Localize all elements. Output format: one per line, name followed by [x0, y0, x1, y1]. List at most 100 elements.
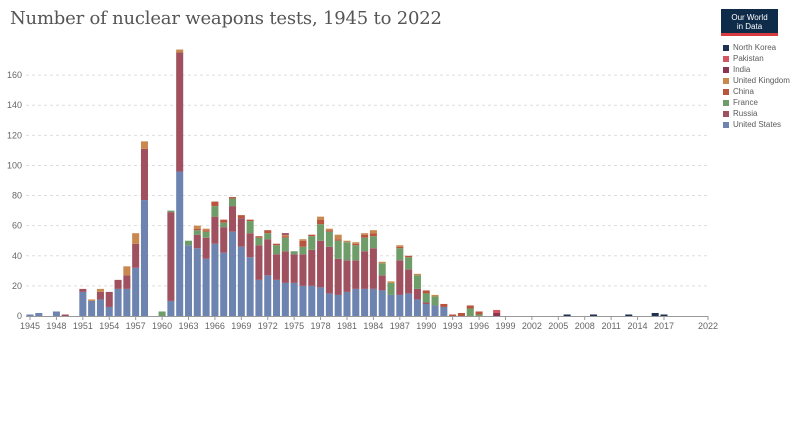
bar-segment[interactable] [273, 243, 281, 246]
bar-segment[interactable] [246, 257, 254, 316]
bar-segment[interactable] [176, 49, 184, 53]
bar-segment[interactable] [193, 228, 201, 231]
bar-segment[interactable] [369, 230, 377, 234]
bar-segment[interactable] [255, 237, 263, 246]
bar-segment[interactable] [114, 288, 122, 316]
bar-segment[interactable] [246, 221, 254, 234]
bar-segment[interactable] [26, 314, 34, 316]
bar-segment[interactable] [290, 254, 298, 283]
bar-segment[interactable] [405, 255, 413, 258]
bar-segment[interactable] [114, 279, 122, 289]
bar-segment[interactable] [281, 237, 289, 252]
bar-segment[interactable] [308, 234, 316, 237]
bar-segment[interactable] [396, 260, 404, 295]
bar-segment[interactable] [290, 282, 298, 316]
bar-segment[interactable] [308, 236, 316, 250]
bar-segment[interactable] [361, 234, 369, 238]
bar-segment[interactable] [308, 285, 316, 316]
bar-segment[interactable] [281, 233, 289, 235]
bar-segment[interactable] [343, 291, 351, 316]
bar-segment[interactable] [369, 233, 377, 237]
bar-segment[interactable] [405, 293, 413, 316]
bar-segment[interactable] [378, 261, 386, 264]
bar-segment[interactable] [123, 288, 131, 316]
bar-segment[interactable] [413, 273, 421, 276]
bar-segment[interactable] [140, 141, 148, 149]
bar-segment[interactable] [343, 260, 351, 292]
bar-segment[interactable] [228, 197, 237, 199]
bar-segment[interactable] [361, 251, 369, 289]
bar-segment[interactable] [167, 300, 175, 316]
bar-segment[interactable] [413, 288, 421, 300]
bar-segment[interactable] [281, 282, 289, 316]
bar-segment[interactable] [96, 288, 104, 292]
bar-segment[interactable] [431, 296, 439, 306]
bar-segment[interactable] [96, 299, 104, 316]
bar-segment[interactable] [264, 239, 272, 276]
bar-segment[interactable] [651, 312, 659, 316]
bar-segment[interactable] [493, 312, 501, 316]
bar-segment[interactable] [361, 233, 369, 235]
bar-segment[interactable] [88, 299, 96, 301]
bar-segment[interactable] [220, 219, 228, 223]
bar-segment[interactable] [334, 234, 342, 240]
bar-segment[interactable] [325, 231, 333, 247]
bar-segment[interactable] [167, 210, 175, 213]
bar-segment[interactable] [396, 294, 404, 316]
bar-segment[interactable] [299, 239, 307, 241]
bar-segment[interactable] [325, 230, 333, 232]
bar-segment[interactable] [202, 230, 210, 232]
bar-segment[interactable] [352, 288, 360, 316]
bar-segment[interactable] [308, 249, 316, 286]
bar-segment[interactable] [299, 240, 307, 247]
bar-segment[interactable] [211, 243, 219, 316]
bar-segment[interactable] [96, 291, 104, 300]
bar-segment[interactable] [660, 314, 668, 316]
bar-segment[interactable] [79, 288, 87, 292]
bar-segment[interactable] [281, 251, 289, 283]
bar-segment[interactable] [475, 314, 483, 316]
bar-segment[interactable] [273, 245, 281, 255]
legend-item[interactable]: India [723, 64, 790, 75]
bar-segment[interactable] [246, 233, 254, 258]
bar-segment[interactable] [202, 231, 210, 238]
bar-segment[interactable] [413, 299, 421, 316]
bar-segment[interactable] [184, 240, 193, 246]
bar-segment[interactable] [378, 275, 386, 291]
bar-segment[interactable] [422, 290, 430, 294]
bar-segment[interactable] [79, 291, 87, 316]
bar-segment[interactable] [422, 293, 430, 303]
bar-segment[interactable] [193, 230, 201, 235]
legend-item[interactable]: Russia [723, 108, 790, 119]
bar-segment[interactable] [325, 228, 333, 231]
bar-segment[interactable] [105, 291, 113, 307]
bar-segment[interactable] [590, 314, 598, 316]
bar-segment[interactable] [220, 252, 228, 316]
bar-segment[interactable] [440, 306, 448, 316]
bar-segment[interactable] [193, 248, 201, 316]
bar-segment[interactable] [334, 294, 342, 316]
bar-segment[interactable] [237, 215, 245, 219]
bar-segment[interactable] [123, 266, 131, 276]
bar-segment[interactable] [273, 279, 281, 316]
bar-segment[interactable] [123, 275, 131, 289]
bar-segment[interactable] [493, 309, 501, 313]
bar-segment[interactable] [158, 311, 166, 316]
bar-segment[interactable] [281, 236, 289, 238]
bar-segment[interactable] [387, 294, 395, 316]
bar-segment[interactable] [369, 288, 377, 316]
bar-segment[interactable] [317, 219, 325, 225]
bar-segment[interactable] [334, 240, 342, 259]
bar-segment[interactable] [299, 254, 307, 286]
bar-segment[interactable] [264, 230, 272, 234]
bar-segment[interactable] [422, 302, 430, 304]
bar-segment[interactable] [396, 248, 404, 261]
bar-segment[interactable] [255, 236, 263, 238]
bar-segment[interactable] [211, 201, 219, 207]
bar-segment[interactable] [361, 237, 369, 252]
bar-segment[interactable] [413, 275, 421, 289]
bar-segment[interactable] [387, 281, 395, 283]
bar-segment[interactable] [202, 237, 210, 259]
bar-segment[interactable] [246, 219, 254, 222]
bar-segment[interactable] [387, 282, 395, 295]
